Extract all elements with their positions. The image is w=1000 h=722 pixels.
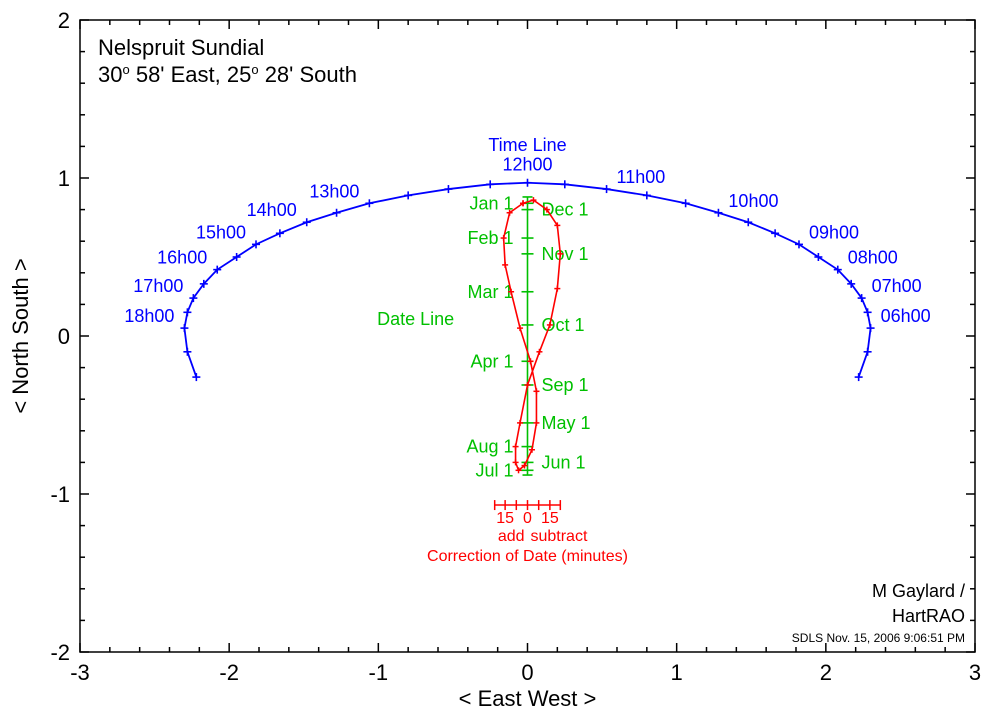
month-label: Sep 1 — [542, 375, 589, 395]
time-label: 11h00 — [617, 167, 666, 187]
time-label: 15h00 — [196, 222, 246, 242]
time-label: 16h00 — [157, 248, 207, 268]
xtick-label: -2 — [219, 660, 239, 685]
time-line-label: Time Line — [488, 135, 566, 155]
xtick-label: 0 — [521, 660, 533, 685]
month-label: Aug 1 — [466, 437, 513, 457]
ytick-label: -1 — [50, 482, 70, 507]
time-label: 06h00 — [881, 306, 931, 326]
time-label: 08h00 — [848, 248, 898, 268]
month-label: Apr 1 — [470, 351, 513, 371]
xtick-label: -3 — [70, 660, 90, 685]
time-label: 10h00 — [728, 191, 778, 211]
ytick-label: -2 — [50, 640, 70, 665]
ytick-label: 2 — [58, 8, 70, 33]
corr-main: Correction of Date (minutes) — [427, 548, 628, 565]
month-label: Jun 1 — [542, 452, 586, 472]
corr-sub: subtract — [530, 528, 587, 545]
month-label: May 1 — [542, 413, 591, 433]
credit-line2: HartRAO — [892, 606, 965, 626]
time-label: 09h00 — [809, 222, 859, 242]
month-label: Jan 1 — [469, 193, 513, 213]
chart-title-line1: Nelspruit Sundial — [98, 35, 264, 60]
x-axis-label: < East West > — [459, 686, 597, 711]
xtick-label: 1 — [671, 660, 683, 685]
time-label: 13h00 — [309, 181, 359, 201]
ytick-label: 0 — [58, 324, 70, 349]
month-label: Mar 1 — [467, 282, 513, 302]
corr-add: add — [498, 528, 525, 545]
credit-line3: SDLS Nov. 15, 2006 9:06:51 PM — [792, 631, 965, 645]
time-label: 14h00 — [247, 200, 297, 220]
corr-0: 0 — [523, 510, 532, 527]
xtick-label: 2 — [820, 660, 832, 685]
y-axis-label: < North South > — [8, 258, 33, 413]
time-label: 07h00 — [872, 276, 922, 296]
xtick-label: -1 — [369, 660, 389, 685]
time-label: 18h00 — [124, 306, 174, 326]
time-label: 17h00 — [133, 276, 183, 296]
time-label: 12h00 — [502, 155, 552, 175]
chart-title-line2: 30o 58' East, 25o 28' South — [98, 62, 357, 87]
ytick-label: 1 — [58, 166, 70, 191]
corr-15l: 15 — [496, 510, 514, 527]
month-label: Nov 1 — [542, 244, 589, 264]
corr-15r: 15 — [541, 510, 559, 527]
month-label: Jul 1 — [475, 460, 513, 480]
xtick-label: 3 — [969, 660, 981, 685]
credit-line1: M Gaylard / — [872, 581, 965, 601]
date-line-label: Date Line — [377, 309, 454, 329]
